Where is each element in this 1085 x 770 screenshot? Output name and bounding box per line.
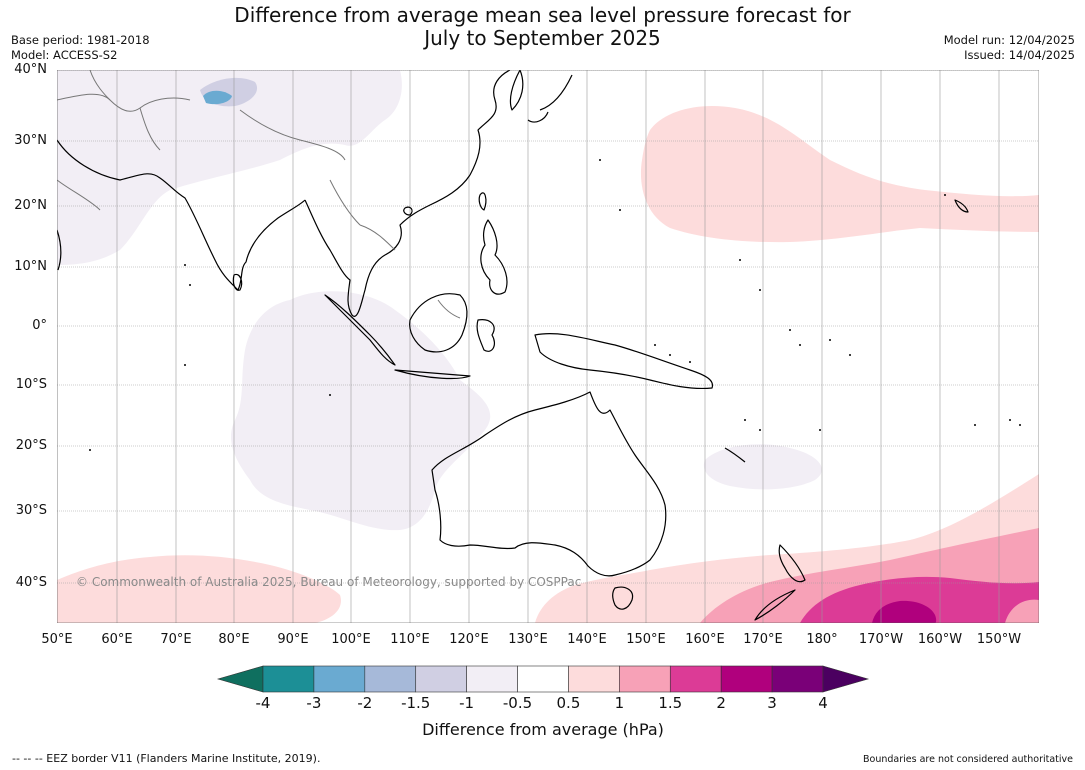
lat-label: 30°S: [15, 503, 47, 518]
colorbar-segment: [720, 665, 773, 693]
issued-date: Issued: 14/04/2025: [964, 48, 1075, 62]
anomaly-region-himalaya-core: [203, 90, 232, 105]
lon-label: 170°W: [858, 632, 904, 647]
lon-label: 70°E: [160, 632, 192, 647]
base-period: Base period: 1981-2018: [11, 33, 150, 47]
lat-label: 0°: [32, 318, 47, 333]
colorbar-extend-low: [216, 665, 264, 693]
colorbar-tick-label: -1.5: [401, 694, 431, 712]
coastlines: [57, 70, 969, 621]
lat-label: 30°N: [14, 133, 47, 148]
colorbar-segment: [364, 665, 417, 693]
header-right: Model run: 12/04/2025 Issued: 14/04/2025: [944, 33, 1075, 63]
lon-label: 150°W: [976, 632, 1022, 647]
country-borders: [57, 70, 461, 319]
lat-label: 10°S: [15, 377, 47, 392]
lon-label: 120°E: [449, 632, 489, 647]
title-line-1: Difference from average mean sea level p…: [234, 3, 851, 27]
colorbar-tick-label: -1: [459, 694, 475, 712]
colorbar-tick-label: 3: [767, 694, 777, 712]
header-left: Base period: 1981-2018 Model: ACCESS-S2: [11, 33, 150, 63]
coast-australia: [431, 391, 667, 577]
title-line-2: July to September 2025: [424, 26, 661, 50]
eez-border-note: -- -- -- EEZ border V11 (Flanders Marine…: [12, 752, 321, 765]
coast-sulawesi: [476, 319, 496, 352]
coast-hainan: [403, 206, 413, 216]
lat-label: 20°N: [14, 198, 47, 213]
anomaly-region-indian-ocean: [230, 291, 491, 531]
lon-label: 170°E: [743, 632, 783, 647]
coast-indochina: [304, 174, 471, 317]
lon-label: 140°E: [567, 632, 607, 647]
small-islands: [89, 159, 1021, 451]
copyright-notice: © Commonwealth of Australia 2025, Bureau…: [76, 575, 582, 589]
colorbar-segment: [313, 665, 366, 693]
coast-tasmania: [612, 586, 634, 610]
lon-label: 80°E: [218, 632, 250, 647]
colorbar-segment: [262, 665, 315, 693]
lon-label: 150°E: [626, 632, 666, 647]
coast-new-caledonia: [724, 447, 746, 463]
colorbar-tick-label: 1: [614, 694, 625, 712]
coast-philippines: [480, 219, 508, 295]
coast-new-zealand-south: [754, 589, 796, 621]
colorbar-segment: [771, 665, 824, 693]
lat-label: 40°S: [15, 575, 47, 590]
coast-borneo: [409, 293, 468, 353]
coast-java: [394, 369, 471, 380]
coast-new-guinea: [534, 333, 714, 390]
lon-label: 160°E: [685, 632, 725, 647]
anomaly-region-tasman-core: [872, 600, 937, 623]
coast-sumatra: [324, 294, 396, 366]
anomaly-region-north-pacific: [640, 106, 1039, 243]
colorbar-segment: [466, 665, 518, 693]
coast-japan: [527, 74, 573, 123]
coast-arabia-south-asia: [57, 139, 306, 291]
lat-label: 10°N: [14, 259, 47, 274]
lon-label: 90°E: [277, 632, 309, 647]
lon-label: 110°E: [390, 632, 430, 647]
coast-taiwan: [478, 192, 487, 211]
colorbar-segment: [568, 665, 620, 693]
lat-label: 40°N: [14, 62, 47, 77]
coast-arabia-west: [57, 229, 62, 271]
colorbar-segment: [517, 665, 569, 693]
map-svg: [57, 70, 1039, 623]
lon-label: 160°W: [917, 632, 963, 647]
map-title: Difference from average mean sea level p…: [0, 4, 1085, 50]
anomaly-region-tasman-strong: [800, 576, 1039, 623]
anomaly-region-south-indian: [57, 555, 341, 623]
colorbar-tick-label: 1.5: [658, 694, 683, 712]
lon-label: 180°: [806, 632, 838, 647]
coast-korea: [509, 70, 524, 111]
lon-label: 100°E: [331, 632, 371, 647]
colorbar-tick-label: -0.5: [502, 694, 533, 712]
model-name: Model: ACCESS-S2: [11, 48, 118, 62]
colorbar-tick-label: 4: [818, 694, 828, 712]
model-run-date: Model run: 12/04/2025: [943, 33, 1075, 47]
colorbar-tick-label: -3: [306, 694, 322, 712]
lon-label: 60°E: [101, 632, 133, 647]
lat-label: 20°S: [15, 438, 47, 453]
lon-label: 50°E: [41, 632, 73, 647]
lon-label: 130°E: [508, 632, 548, 647]
colorbar-title: Difference from average (hPa): [422, 720, 664, 739]
coast-new-zealand-north: [778, 544, 806, 583]
graticule: [57, 70, 1039, 623]
colorbar-tick-label: 2: [716, 694, 726, 712]
colorbar-tick-label: -2: [357, 694, 373, 712]
colorbar-segment: [619, 665, 671, 693]
colorbar-segment: [415, 665, 467, 693]
colorbar: [216, 665, 870, 693]
colorbar-segment: [669, 665, 722, 693]
colorbar-tick-label: 0.5: [556, 694, 581, 712]
colorbar-extend-high: [822, 665, 870, 693]
boundaries-disclaimer: Boundaries are not considered authoritat…: [863, 754, 1073, 765]
colorbar-tick-label: -4: [255, 694, 271, 712]
coast-sri-lanka: [232, 273, 243, 291]
coast-china-east: [469, 70, 511, 176]
coast-hawaii: [954, 199, 969, 213]
